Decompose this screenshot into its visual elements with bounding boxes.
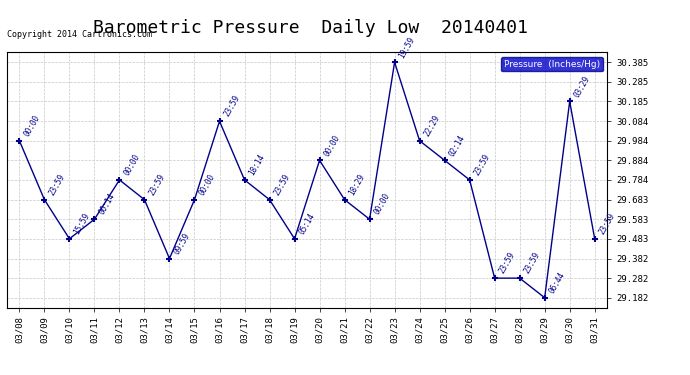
Text: 19:59: 19:59 [397,35,417,60]
Text: 23:59: 23:59 [497,251,517,275]
Text: 15:59: 15:59 [72,211,92,236]
Text: 23:59: 23:59 [47,172,66,197]
Text: 23:59: 23:59 [222,94,242,118]
Text: 23:59: 23:59 [473,153,492,177]
Text: 00:00: 00:00 [373,192,392,216]
Text: 06:44: 06:44 [547,270,566,295]
Legend: Pressure  (Inches/Hg): Pressure (Inches/Hg) [501,57,602,71]
Text: 03:29: 03:29 [573,74,592,99]
Text: 23:59: 23:59 [598,211,617,236]
Text: 23:59: 23:59 [273,172,292,197]
Text: 00:00: 00:00 [322,133,342,158]
Text: 00:00: 00:00 [197,172,217,197]
Text: 00:00: 00:00 [22,114,41,138]
Text: 02:14: 02:14 [447,133,466,158]
Text: 22:29: 22:29 [422,114,442,138]
Text: 23:59: 23:59 [147,172,166,197]
Text: 18:14: 18:14 [247,153,266,177]
Text: Copyright 2014 Cartronics.com: Copyright 2014 Cartronics.com [7,30,152,39]
Text: 09:59: 09:59 [172,231,192,256]
Text: 05:14: 05:14 [297,211,317,236]
Text: 23:59: 23:59 [522,251,542,275]
Text: 00:00: 00:00 [122,153,141,177]
Text: 00:14: 00:14 [97,192,117,216]
Text: Barometric Pressure  Daily Low  20140401: Barometric Pressure Daily Low 20140401 [93,19,528,37]
Text: 18:29: 18:29 [347,172,366,197]
